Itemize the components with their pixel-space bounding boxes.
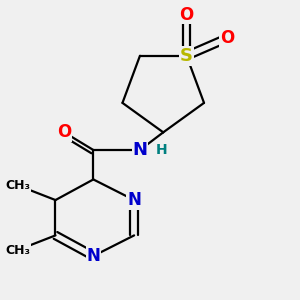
Text: N: N — [86, 247, 100, 265]
Text: O: O — [57, 123, 71, 141]
Text: S: S — [180, 47, 193, 65]
Text: CH₃: CH₃ — [5, 244, 30, 256]
Text: H: H — [156, 143, 168, 157]
Text: O: O — [220, 29, 234, 47]
Text: O: O — [179, 6, 194, 24]
Text: N: N — [133, 141, 148, 159]
Text: CH₃: CH₃ — [5, 179, 30, 192]
Text: N: N — [127, 191, 141, 209]
